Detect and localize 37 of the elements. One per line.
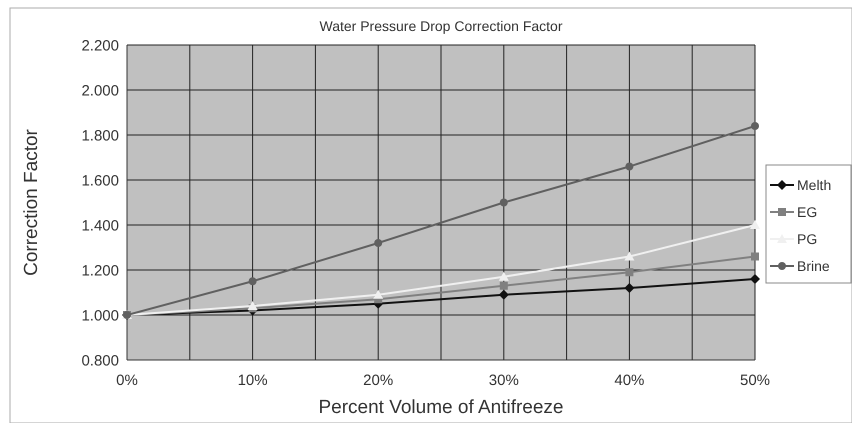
y-tick-label: 0.800 (81, 352, 119, 370)
x-axis-title: Percent Volume of Antifreeze (318, 397, 564, 418)
y-tick-label: 2.200 (81, 37, 119, 54)
legend-label: PG (797, 230, 818, 247)
y-axis-title: Correction Factor (21, 128, 42, 276)
point (374, 239, 382, 247)
point (624, 252, 634, 260)
point (625, 162, 634, 170)
x-tick-label: 0% (116, 372, 138, 389)
point (624, 283, 634, 293)
point (500, 198, 508, 206)
x-tick-label: 10% (238, 372, 268, 389)
x-tick-label: 40% (614, 372, 644, 389)
y-tick-label: 2.000 (81, 82, 119, 100)
point (750, 220, 760, 229)
y-tick-label: 1.600 (81, 172, 119, 190)
point (625, 268, 634, 276)
point (751, 252, 759, 260)
point (248, 277, 257, 286)
chart-title: Water Pressure Drop Correction Factor (320, 18, 563, 34)
x-tick-label: 30% (488, 372, 519, 389)
y-tick-label: 1.800 (81, 127, 119, 144)
legend-label: Melth (797, 176, 832, 193)
y-tick-label: 1.000 (81, 307, 119, 324)
x-tick-label: 20% (363, 372, 394, 389)
point (500, 282, 508, 290)
point (751, 122, 759, 130)
y-tick-label: 1.400 (81, 217, 119, 234)
y-tick-label: 1.200 (81, 262, 119, 280)
point (498, 290, 509, 300)
legend-label: EG (797, 204, 818, 220)
legend-label: Brine (797, 258, 830, 274)
point (750, 274, 760, 284)
point (248, 301, 258, 310)
x-tick-label: 50% (740, 372, 770, 389)
point (373, 290, 384, 299)
point (498, 272, 509, 281)
